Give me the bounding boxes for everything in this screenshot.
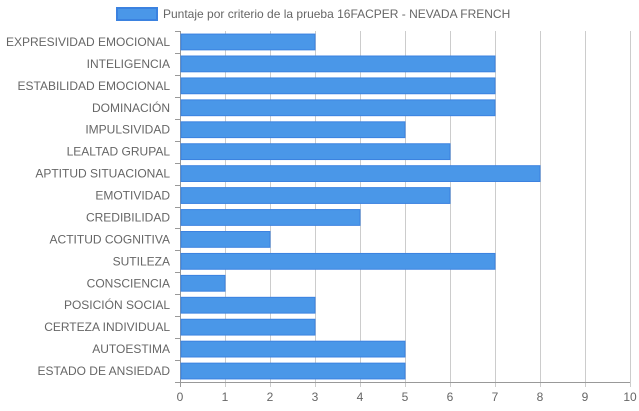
x-tick-label: 8 bbox=[537, 390, 544, 404]
category-label: DOMINACIÓN bbox=[92, 100, 170, 115]
x-tick-label: 0 bbox=[177, 390, 184, 404]
x-tick-label: 9 bbox=[582, 390, 589, 404]
category-label: EMOTIVIDAD bbox=[95, 189, 170, 203]
category-label: IMPULSIVIDAD bbox=[85, 123, 170, 137]
bar[interactable] bbox=[180, 340, 406, 358]
bar[interactable] bbox=[180, 33, 316, 51]
category-label: ESTABILIDAD EMOCIONAL bbox=[18, 79, 171, 93]
category-label: POSICIÓN SOCIAL bbox=[64, 297, 170, 312]
category-label: INTELIGENCIA bbox=[87, 57, 170, 71]
x-tick-labels: 0 1 2 3 4 5 6 7 8 9 10 bbox=[177, 390, 637, 404]
bar[interactable] bbox=[180, 121, 406, 139]
category-label: SUTILEZA bbox=[113, 254, 170, 268]
bar[interactable] bbox=[180, 296, 316, 314]
x-tick-label: 4 bbox=[357, 390, 364, 404]
category-label: AUTOESTIMA bbox=[92, 342, 170, 356]
bar[interactable] bbox=[180, 362, 406, 380]
x-tick-label: 1 bbox=[222, 390, 229, 404]
bar[interactable] bbox=[180, 187, 451, 204]
category-label: ESTADO DE ANSIEDAD bbox=[38, 364, 171, 378]
x-tick-label: 3 bbox=[312, 390, 319, 404]
category-label: CERTEZA INDIVIDUAL bbox=[44, 320, 170, 334]
legend-label: Puntaje por criterio de la prueba 16FACP… bbox=[163, 7, 510, 21]
x-tick-label: 10 bbox=[623, 390, 637, 404]
category-label: EXPRESIVIDAD EMOCIONAL bbox=[6, 35, 170, 49]
legend[interactable]: Puntaje por criterio de la prueba 16FACP… bbox=[116, 7, 510, 21]
bar[interactable] bbox=[180, 252, 496, 270]
bar[interactable] bbox=[180, 209, 361, 226]
bar[interactable] bbox=[180, 143, 451, 161]
category-label: LEALTAD GRUPAL bbox=[67, 145, 171, 159]
x-tick-label: 5 bbox=[402, 390, 409, 404]
bar[interactable] bbox=[180, 274, 226, 292]
bar[interactable] bbox=[180, 318, 316, 336]
bar[interactable] bbox=[180, 55, 496, 73]
category-labels: EXPRESIVIDAD EMOCIONAL INTELIGENCIA ESTABI… bbox=[6, 35, 170, 378]
category-label: ACTITUD COGNITIVA bbox=[50, 232, 170, 246]
category-label: CREDIBILIDAD bbox=[86, 210, 170, 224]
bar[interactable] bbox=[180, 165, 541, 182]
x-tick-label: 6 bbox=[447, 390, 454, 404]
bar[interactable] bbox=[180, 99, 496, 117]
category-label: CONSCIENCIA bbox=[87, 276, 170, 290]
bar[interactable] bbox=[180, 231, 271, 248]
legend-swatch bbox=[116, 7, 158, 21]
bars bbox=[180, 33, 541, 380]
x-tick-label: 2 bbox=[267, 390, 274, 404]
category-label: APTITUD SITUACIONAL bbox=[35, 167, 170, 181]
x-tick-label: 7 bbox=[492, 390, 499, 404]
bar[interactable] bbox=[180, 77, 496, 95]
